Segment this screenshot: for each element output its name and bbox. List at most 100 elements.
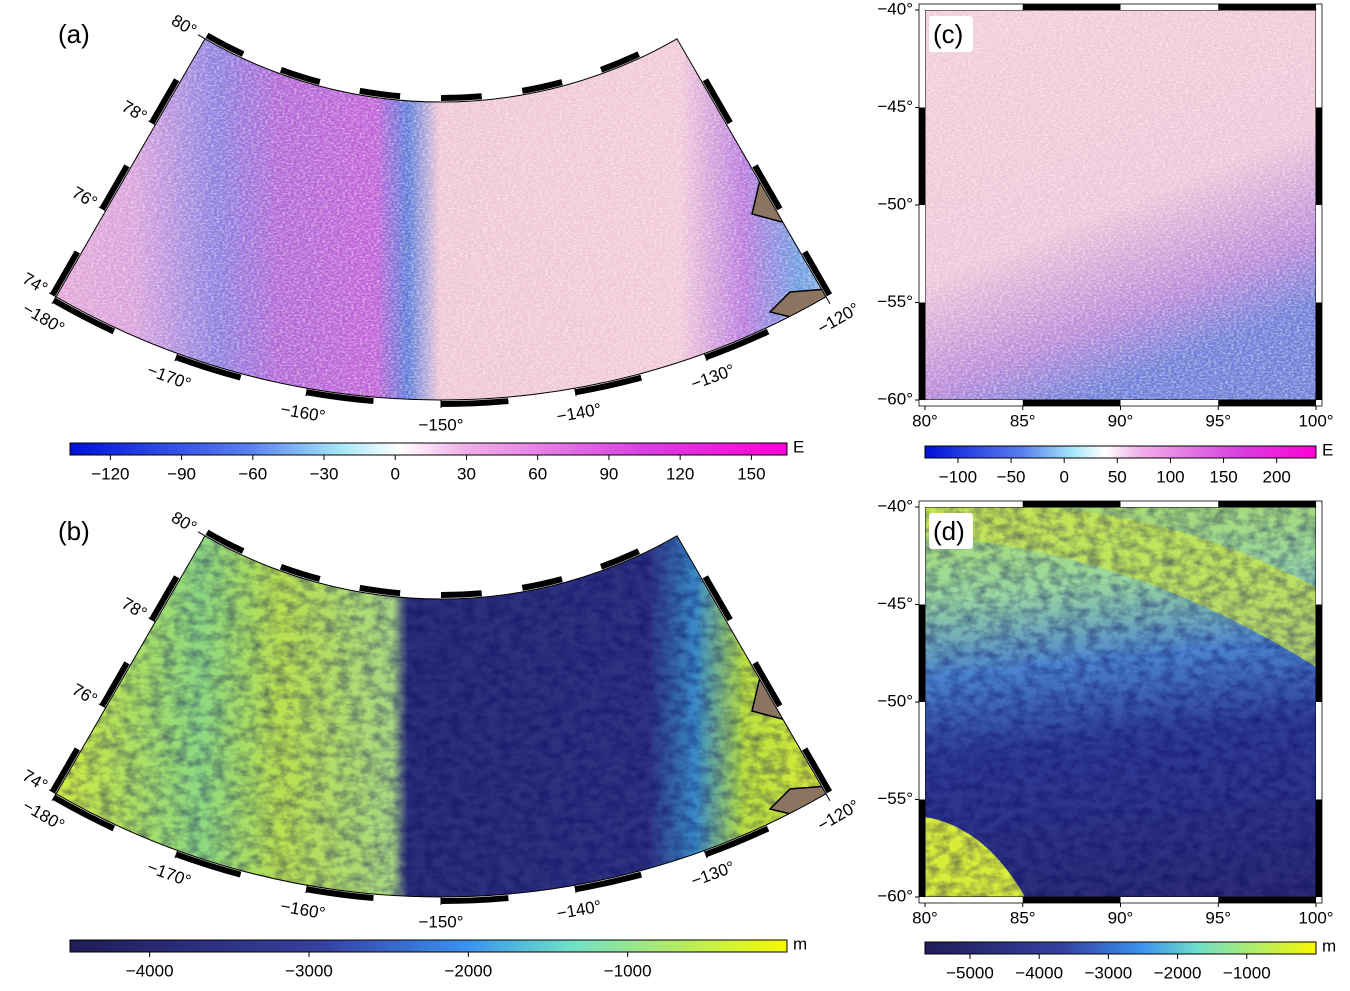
lon-tick (825, 296, 831, 305)
frame-segment (727, 618, 758, 665)
frame-segment (677, 35, 708, 82)
colorbar-tick-label: −100 (939, 467, 977, 486)
map-area (56, 38, 826, 400)
colorbar-tick-label: 150 (1209, 467, 1237, 486)
colorbar-tick-label: 0 (391, 464, 400, 483)
colorbar (69, 939, 788, 953)
frame-segment (174, 35, 205, 82)
lat-tick-label: 80° (168, 508, 200, 537)
lat-tick-label: −55° (877, 292, 913, 311)
lon-tick-label: −150° (418, 912, 463, 931)
colorbar-tick-label: −3000 (1085, 963, 1133, 982)
lat-tick-label: 76° (69, 183, 101, 212)
colorbar-tick-label: 100 (1156, 467, 1184, 486)
lon-tick-label: 80° (912, 908, 938, 927)
map-border (55, 38, 827, 401)
colorbar-tick-label: −4000 (1015, 963, 1063, 982)
lat-tick-label: 78° (118, 97, 150, 126)
colorbar-tick-label: −60 (238, 464, 267, 483)
lon-tick-label: 95° (1205, 908, 1231, 927)
frame-segment (174, 532, 205, 579)
frame-segment (359, 584, 401, 597)
lat-tick-label: −50° (877, 194, 913, 213)
lon-tick-label: −160° (279, 400, 327, 427)
colorbar-tick-label: −50 (997, 467, 1026, 486)
lon-tick (574, 388, 577, 397)
frame-segment (481, 87, 523, 100)
frame-segment (752, 661, 783, 708)
colorbar-tick-label: −3000 (285, 961, 333, 980)
lon-tick (51, 296, 57, 305)
lon-tick (174, 353, 179, 362)
map-texture (925, 10, 1316, 400)
frame-segment (49, 747, 80, 794)
panel-label: (b) (58, 516, 90, 546)
lat-tick-label: 78° (118, 594, 150, 623)
frame-segment (99, 661, 130, 708)
lon-tick-label: 85° (1010, 411, 1036, 430)
lon-tick-label: 95° (1205, 411, 1231, 430)
colorbar (69, 442, 788, 456)
lat-tick (48, 292, 57, 298)
lon-tick (305, 388, 308, 397)
lon-tick-label: −140° (555, 897, 603, 924)
lon-tick-label: −160° (279, 897, 327, 924)
frame-segment (149, 78, 180, 125)
frame-segment (124, 618, 155, 665)
frame-segment (373, 895, 442, 904)
lon-tick (703, 850, 708, 859)
frame-segment (521, 79, 563, 94)
frame-segment (702, 575, 733, 622)
frame-segment (777, 704, 808, 751)
colorbar-tick-label: 90 (599, 464, 618, 483)
frame-segment (74, 704, 105, 751)
lon-tick-label: −170° (145, 360, 194, 393)
frame-segment (752, 164, 783, 211)
colorbar-tick-label: −2000 (444, 961, 492, 980)
lon-tick (703, 353, 708, 362)
lon-tick (574, 885, 577, 894)
lon-tick (174, 850, 179, 859)
panel-label: (a) (58, 19, 90, 49)
colorbar-tick-label: 30 (457, 464, 476, 483)
frame-segment (561, 563, 603, 582)
colorbar-unit: m (793, 934, 807, 953)
frame-segment (637, 529, 677, 554)
colorbar-tick-label: −30 (310, 464, 339, 483)
lat-tick (48, 789, 57, 795)
lat-tick-label: 76° (69, 680, 101, 709)
colorbar-tick-label: −90 (167, 464, 196, 483)
lon-tick-label: −170° (145, 857, 194, 890)
frame-segment (440, 590, 483, 598)
frame-segment (319, 576, 361, 591)
frame-segment (359, 87, 401, 100)
lat-tick-label: −50° (877, 691, 913, 710)
frame-segment (399, 93, 442, 101)
frame-segment (440, 895, 509, 904)
frame-segment (373, 398, 442, 407)
lat-tick-label: −40° (877, 496, 913, 515)
frame-segment (149, 575, 180, 622)
colorbar-unit: E (1322, 440, 1333, 459)
frame-segment (241, 548, 282, 570)
lon-tick-label: 100° (1298, 411, 1333, 430)
lon-tick-label: −150° (418, 415, 463, 434)
lat-tick-label: −60° (877, 389, 913, 408)
colorbar-tick-label: 120 (666, 464, 694, 483)
frame-segment (727, 121, 758, 168)
lat-tick-label: −40° (877, 0, 913, 18)
colorbar (924, 941, 1317, 955)
lon-tick-label: −140° (555, 400, 603, 427)
frame-segment (241, 51, 282, 73)
lon-tick (305, 885, 308, 894)
frame-segment (637, 32, 677, 57)
colorbar-tick-label: −2000 (1154, 963, 1202, 982)
lon-tick-label: −130° (688, 360, 737, 393)
lat-tick (148, 120, 156, 126)
frame-segment (279, 66, 321, 85)
lat-tick-label: −55° (877, 789, 913, 808)
lat-tick-label: −45° (877, 594, 913, 613)
colorbar-tick-label: 200 (1263, 467, 1291, 486)
lon-tick-label: 100° (1298, 908, 1333, 927)
